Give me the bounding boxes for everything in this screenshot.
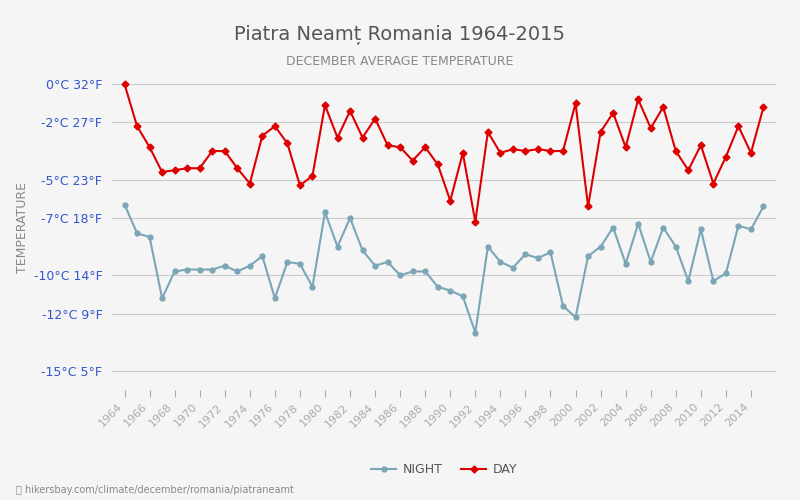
Y-axis label: TEMPERATURE: TEMPERATURE xyxy=(16,182,29,273)
NIGHT xyxy=(521,252,530,258)
Text: Piatra Neamț Romania 1964-2015: Piatra Neamț Romania 1964-2015 xyxy=(234,25,566,45)
NIGHT xyxy=(758,204,768,210)
Line: DAY: DAY xyxy=(122,82,766,224)
DAY xyxy=(521,148,530,154)
NIGHT xyxy=(470,330,480,336)
DAY xyxy=(758,104,768,110)
NIGHT xyxy=(170,268,179,274)
DAY xyxy=(346,108,355,114)
Text: DECEMBER AVERAGE TEMPERATURE: DECEMBER AVERAGE TEMPERATURE xyxy=(286,55,514,68)
DAY xyxy=(721,154,730,160)
NIGHT xyxy=(120,202,130,207)
DAY xyxy=(120,81,130,87)
NIGHT xyxy=(346,215,355,221)
Legend: NIGHT, DAY: NIGHT, DAY xyxy=(366,458,522,481)
NIGHT xyxy=(421,268,430,274)
DAY xyxy=(170,167,179,173)
DAY xyxy=(546,148,555,154)
Line: NIGHT: NIGHT xyxy=(122,202,766,335)
Text: 🌍 hikersbay.com/climate/december/romania/piatraneamt: 🌍 hikersbay.com/climate/december/romania… xyxy=(16,485,294,495)
NIGHT xyxy=(721,270,730,276)
DAY xyxy=(421,144,430,150)
DAY xyxy=(470,219,480,225)
NIGHT xyxy=(546,250,555,256)
